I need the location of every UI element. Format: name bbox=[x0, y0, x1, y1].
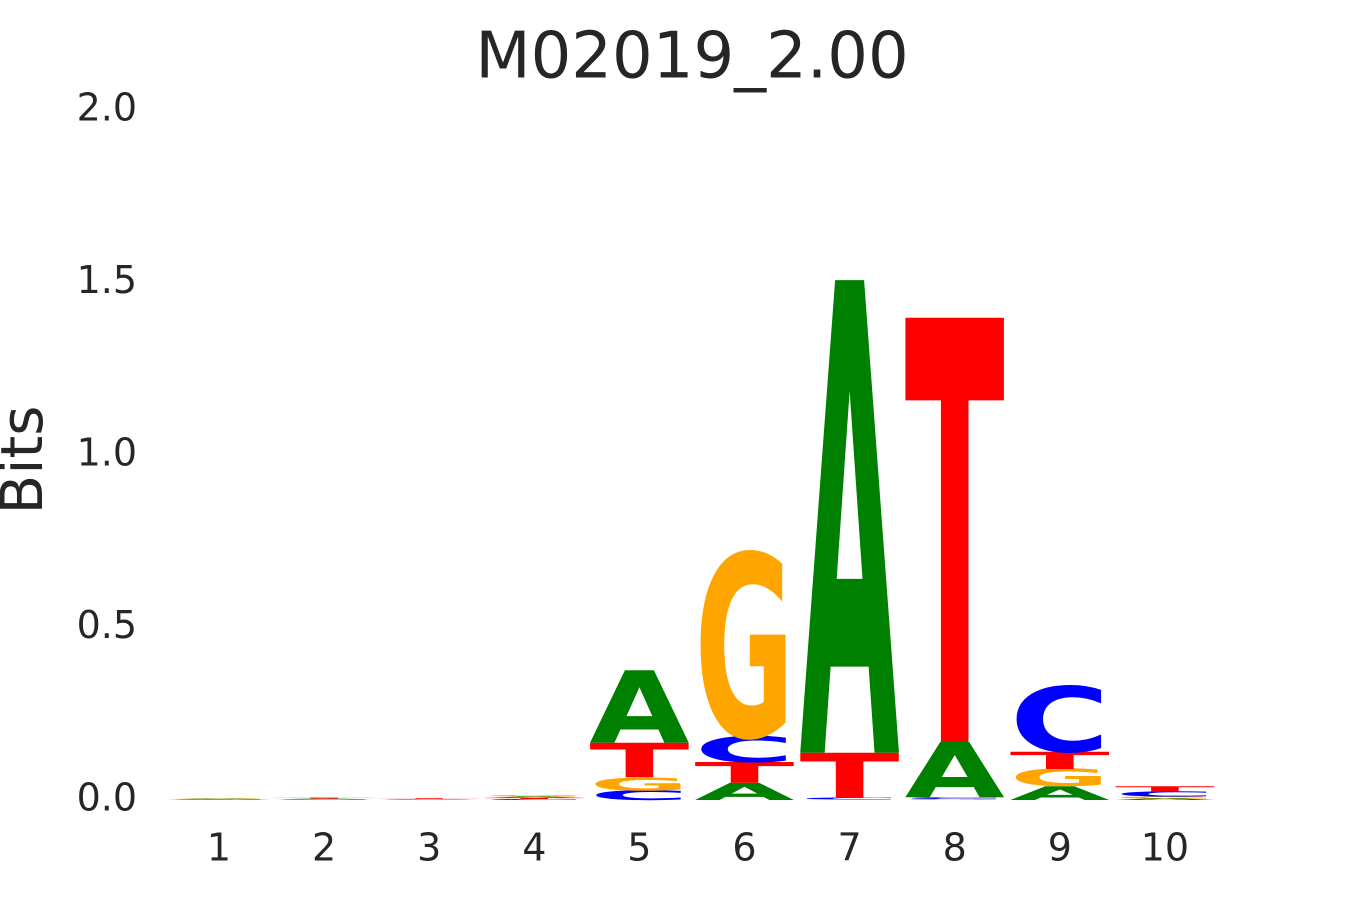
y-tick-label: 0.0 bbox=[77, 776, 137, 820]
letter: C bbox=[484, 799, 584, 801]
letter: T bbox=[905, 203, 1006, 880]
letter: A bbox=[589, 650, 689, 767]
letter: A bbox=[169, 798, 269, 799]
letter: C bbox=[589, 788, 689, 803]
letter: A bbox=[484, 796, 584, 798]
y-tick-label: 1.0 bbox=[77, 431, 137, 475]
letter: C bbox=[905, 797, 1005, 800]
letter: G bbox=[905, 799, 1005, 801]
letter: G bbox=[1115, 796, 1215, 799]
letter: G bbox=[484, 795, 584, 797]
letter: T bbox=[695, 757, 795, 790]
letter: T bbox=[169, 799, 269, 800]
letter: C bbox=[1115, 790, 1215, 798]
x-tick-label: 2 bbox=[312, 826, 336, 870]
letter: T bbox=[1010, 747, 1111, 774]
x-tick-label: 5 bbox=[627, 826, 651, 870]
letter: A bbox=[695, 779, 795, 806]
letter: A bbox=[1010, 782, 1111, 804]
chart-title: M02019_2.00 bbox=[475, 20, 908, 94]
letter: G bbox=[589, 774, 689, 795]
x-tick-label: 1 bbox=[207, 826, 231, 870]
letter: T bbox=[589, 734, 689, 789]
x-tick-label: 10 bbox=[1141, 826, 1189, 870]
letter: A bbox=[274, 798, 374, 799]
y-tick-label: 0.5 bbox=[77, 603, 137, 647]
letter: T bbox=[274, 797, 374, 799]
letter: A bbox=[379, 800, 479, 801]
letter: G bbox=[274, 799, 374, 800]
letter: C bbox=[169, 800, 269, 801]
y-tick-label: 1.5 bbox=[77, 258, 137, 302]
x-tick-label: 8 bbox=[943, 826, 967, 870]
letter: C bbox=[800, 797, 900, 800]
x-tick-label: 6 bbox=[732, 826, 756, 870]
y-tick-label: 2.0 bbox=[77, 86, 137, 130]
x-tick-label: 9 bbox=[1048, 826, 1072, 870]
letter: G bbox=[169, 798, 269, 799]
letter: T bbox=[379, 798, 479, 799]
letter: C bbox=[274, 800, 374, 801]
letter: G bbox=[800, 799, 900, 800]
letter: T bbox=[800, 741, 901, 813]
letter: A bbox=[905, 727, 1006, 815]
letter: A bbox=[1115, 798, 1215, 801]
x-tick-label: 3 bbox=[417, 826, 441, 870]
y-axis-label: Bits bbox=[0, 406, 56, 515]
letter: C bbox=[1010, 669, 1110, 773]
letter: T bbox=[1115, 785, 1215, 793]
letter: G bbox=[379, 799, 479, 800]
letter: A bbox=[800, 152, 901, 900]
letter: G bbox=[695, 505, 795, 797]
letter: C bbox=[695, 729, 795, 771]
x-tick-label: 4 bbox=[522, 826, 546, 870]
letter: G bbox=[1010, 765, 1110, 792]
letter: T bbox=[484, 798, 584, 800]
letter: C bbox=[379, 799, 479, 800]
x-tick-label: 7 bbox=[838, 826, 862, 870]
